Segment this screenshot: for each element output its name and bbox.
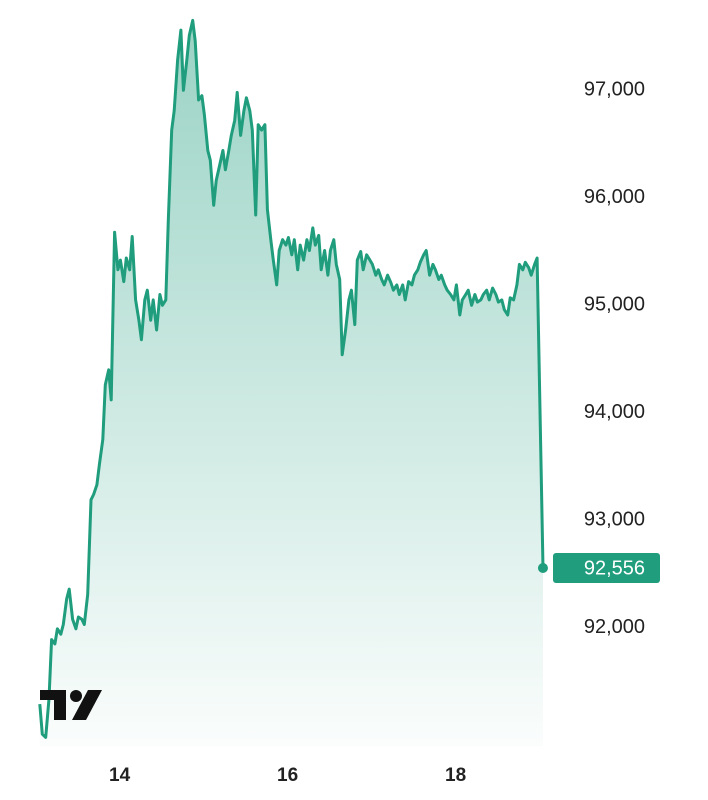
- y-tick-label: 94,000: [584, 401, 645, 423]
- y-tick-label: 96,000: [584, 186, 645, 208]
- x-tick-label: 16: [277, 765, 298, 786]
- logo: [40, 690, 102, 720]
- y-tick-label: 93,000: [584, 509, 645, 531]
- y-tick-label: 97,000: [584, 79, 645, 101]
- x-tick-label: 18: [445, 765, 466, 786]
- y-tick-label: 95,000: [584, 294, 645, 316]
- price-line: [38, 18, 545, 739]
- last-price-box: [553, 552, 660, 583]
- area-fill: [39, 20, 544, 746]
- x-tick-label: 14: [109, 765, 131, 786]
- last-point: [537, 562, 548, 573]
- axes: 92,000 93,000 94,000 95,000 96,000 97,000 14 16…: [109, 79, 660, 786]
- plot-area: [38, 18, 548, 746]
- y-tick-label: 92,000: [584, 616, 645, 638]
- last-price-label: 92,556: [584, 557, 645, 579]
